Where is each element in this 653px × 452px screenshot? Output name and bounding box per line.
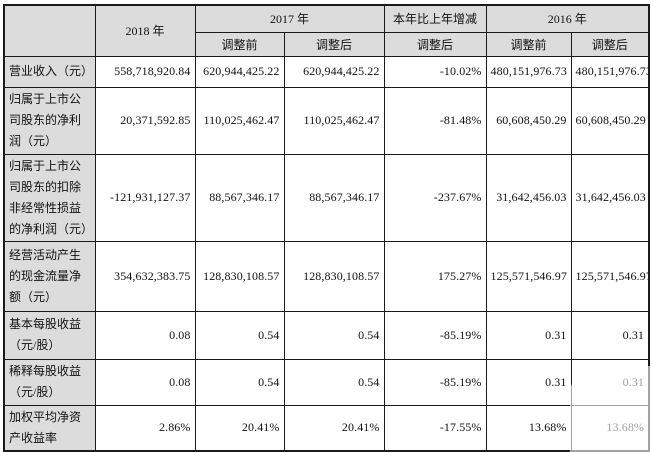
cell-value: 88,567,346.17 bbox=[283, 153, 385, 242]
cell-value: -121,931,127.37 bbox=[94, 153, 196, 242]
row-label: 归属于上市公司股东的扣除非经常性损益的净利润（元） bbox=[3, 153, 96, 242]
cell-value: 20.41% bbox=[194, 404, 285, 452]
table-row: 稀释每股收益（元/股） 0.08 0.54 0.54 -85.19% 0.31 … bbox=[3, 358, 650, 406]
cell-value: 125,571,546.97 bbox=[570, 240, 650, 312]
cell-value: -237.67% bbox=[383, 153, 487, 242]
subheader-2016-adj-before: 调整前 bbox=[485, 31, 572, 57]
cell-value: 110,025,462.47 bbox=[194, 86, 285, 155]
header-row-adjustments: 调整前 调整后 调整后 调整前 调整后 bbox=[4, 31, 650, 57]
cell-value: -10.02% bbox=[383, 55, 487, 88]
cell-value: 20.41% bbox=[283, 404, 385, 452]
cell-value: 354,632,383.75 bbox=[94, 240, 196, 312]
cell-value: 620,944,425.22 bbox=[283, 55, 385, 88]
cell-value: 0.54 bbox=[283, 310, 385, 360]
cell-value: 480,151,976.73 bbox=[570, 55, 650, 88]
cell-value: 13.68% bbox=[485, 404, 572, 452]
cell-value: 2.86% bbox=[94, 404, 196, 452]
cell-value: 0.54 bbox=[283, 358, 385, 406]
cell-value: 0.08 bbox=[94, 310, 196, 360]
cell-value: 125,571,546.97 bbox=[485, 240, 572, 312]
table-row: 经营活动产生的现金流量净额（元） 354,632,383.75 128,830,… bbox=[3, 240, 650, 312]
cell-value: 31,642,456.03 bbox=[485, 153, 572, 242]
header-2017: 2017 年 bbox=[194, 4, 385, 33]
cell-value: 0.31 bbox=[485, 310, 572, 360]
cell-value: 13.68% bbox=[570, 404, 650, 452]
cell-value: 175.27% bbox=[383, 240, 487, 312]
cell-value: -85.19% bbox=[383, 310, 487, 360]
cell-value: 0.31 bbox=[485, 358, 572, 406]
row-label: 稀释每股收益（元/股） bbox=[3, 358, 96, 406]
row-label: 经营活动产生的现金流量净额（元） bbox=[3, 240, 96, 312]
header-2016: 2016 年 bbox=[485, 4, 650, 33]
row-label: 加权平均净资产收益率 bbox=[3, 404, 96, 452]
subheader-change-adj-after: 调整后 bbox=[383, 31, 487, 57]
cell-value: -17.55% bbox=[383, 404, 487, 452]
cell-value: 31,642,456.03 bbox=[570, 153, 650, 242]
header-2018: 2018 年 bbox=[94, 4, 196, 57]
row-label: 营业收入（元） bbox=[3, 55, 96, 88]
cell-value: 88,567,346.17 bbox=[194, 153, 285, 242]
table-row: 营业收入（元） 558,718,920.84 620,944,425.22 62… bbox=[3, 55, 650, 88]
cell-value: -85.19% bbox=[383, 358, 487, 406]
subheader-2017-adj-after: 调整后 bbox=[283, 31, 385, 57]
cell-value: 128,830,108.57 bbox=[194, 240, 285, 312]
cell-value: 110,025,462.47 bbox=[283, 86, 385, 155]
cell-value: 60,608,450.29 bbox=[570, 86, 650, 155]
cell-value: 0.31 bbox=[570, 358, 650, 406]
cell-value: 0.54 bbox=[194, 310, 285, 360]
table-row: 加权平均净资产收益率 2.86% 20.41% 20.41% -17.55% 1… bbox=[3, 404, 650, 452]
cell-value: 620,944,425.22 bbox=[194, 55, 285, 88]
cell-value: -81.48% bbox=[383, 86, 487, 155]
row-label: 基本每股收益（元/股） bbox=[3, 310, 96, 360]
cell-value: 20,371,592.85 bbox=[94, 86, 196, 155]
table-row: 基本每股收益（元/股） 0.08 0.54 0.54 -85.19% 0.31 … bbox=[3, 310, 650, 360]
cell-value: 558,718,920.84 bbox=[94, 55, 196, 88]
financial-summary-table: 2018 年 2017 年 本年比上年增减 2016 年 调整前 调整后 调整后… bbox=[3, 4, 651, 452]
cell-value: 0.08 bbox=[94, 358, 196, 406]
cell-value: 128,830,108.57 bbox=[283, 240, 385, 312]
subheader-2017-adj-before: 调整前 bbox=[194, 31, 285, 57]
header-yoy-change: 本年比上年增减 bbox=[383, 4, 487, 33]
subheader-2016-adj-after: 调整后 bbox=[570, 31, 650, 57]
cell-value: 0.31 bbox=[570, 310, 650, 360]
cell-value: 480,151,976.73 bbox=[485, 55, 572, 88]
header-row-years: 2018 年 2017 年 本年比上年增减 2016 年 bbox=[3, 4, 650, 57]
table-row: 归属于上市公司股东的净利润（元） 20,371,592.85 110,025,4… bbox=[3, 86, 650, 155]
row-label: 归属于上市公司股东的净利润（元） bbox=[3, 86, 96, 155]
table-row: 归属于上市公司股东的扣除非经常性损益的净利润（元） -121,931,127.3… bbox=[3, 153, 650, 242]
header-corner bbox=[3, 4, 96, 57]
cell-value: 60,608,450.29 bbox=[485, 86, 572, 155]
cell-value: 0.54 bbox=[194, 358, 285, 406]
